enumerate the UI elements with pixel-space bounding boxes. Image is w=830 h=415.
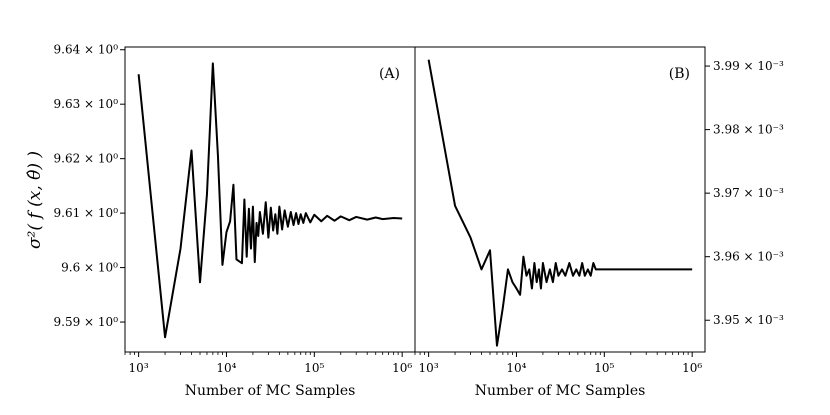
panel-b-xlabel: Number of MC Samples — [475, 383, 646, 399]
panel-b-ticks: 10³ 10⁴ 10⁵ 10⁶ 3.95 × 10⁻³ 3.96 × 10⁻³ 3.97 ×… — [414, 59, 784, 375]
panel-b-x-tick-label: 10⁵ — [594, 361, 614, 375]
panel-a-series-line — [137, 62, 403, 339]
panel-a-label: (A) — [379, 66, 400, 82]
panel-a-y-tick-label: 9.6 × 10⁰ — [61, 261, 118, 275]
panel-b-x-tick-label: 10⁶ — [682, 361, 702, 375]
panel-b-label: (B) — [669, 66, 690, 82]
panel-a-y-tick-label: 9.63 × 10⁰ — [54, 97, 119, 111]
panel-a-frame — [124, 46, 416, 353]
panel-a-y-tick-label: 9.59 × 10⁰ — [54, 315, 119, 329]
panel-b-y-tick-label: 3.95 × 10⁻³ — [713, 313, 784, 327]
panel-a-ticks: 10³ 10⁴ 10⁵ 10⁶ 9.59 × 10⁰ 9.6 × 10⁰ 9.61 × 10… — [54, 43, 413, 375]
panel-a-x-tick-label: 10⁵ — [304, 361, 324, 375]
panel-a-y-tick-label: 9.62 × 10⁰ — [54, 152, 119, 166]
panel-b-frame — [414, 46, 706, 353]
panel-b-y-tick-label: 3.99 × 10⁻³ — [713, 59, 784, 73]
panel-a-x-tick-label: 10³ — [129, 361, 149, 375]
panel-b-y-tick-label: 3.98 × 10⁻³ — [713, 123, 784, 137]
panel-a-y-tick-label: 9.61 × 10⁰ — [54, 206, 119, 220]
panel-a-xlabel: Number of MC Samples — [185, 383, 356, 399]
panel-b: 10³ 10⁴ 10⁵ 10⁶ 3.95 × 10⁻³ 3.96 × 10⁻³ 3.97 ×… — [414, 46, 784, 399]
panel-b-x-tick-label: 10⁴ — [506, 361, 526, 375]
panel-a-y-tick-label: 9.64 × 10⁰ — [54, 43, 119, 57]
panel-b-x-tick-label: 10³ — [419, 361, 439, 375]
panel-a: 10³ 10⁴ 10⁵ 10⁶ 9.59 × 10⁰ 9.6 × 10⁰ 9.61 × 10… — [54, 43, 416, 399]
panel-a-x-tick-label: 10⁴ — [216, 361, 236, 375]
panel-b-series-line — [427, 59, 693, 347]
panel-b-y-tick-label: 3.97 × 10⁻³ — [713, 186, 784, 200]
panel-b-y-tick-label: 3.96 × 10⁻³ — [713, 250, 784, 264]
y-axis-label: σ²( f (x, θ̂) ) — [25, 151, 45, 249]
panel-a-x-tick-label: 10⁶ — [392, 361, 412, 375]
